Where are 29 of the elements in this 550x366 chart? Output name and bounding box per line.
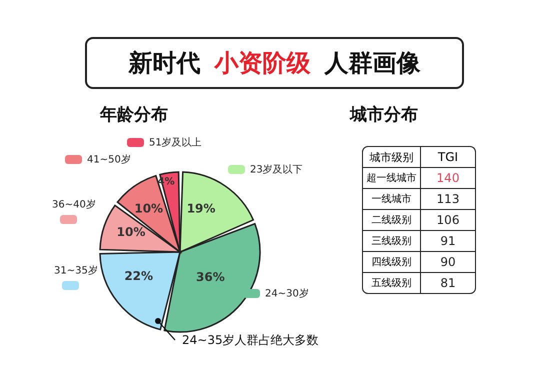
text: 城市分布: [350, 104, 419, 126]
data-label: 91: [421, 231, 475, 252]
chart-title: 新时代 小资阶级 人群画像: [128, 48, 420, 79]
category-label: 五线级别: [363, 273, 421, 293]
data-label: 36%: [196, 270, 225, 284]
data-label: 10%: [134, 202, 164, 216]
chart-subtitle: 年龄分布: [100, 104, 168, 126]
slice-label: 36~40岁: [52, 198, 96, 210]
text: TGI: [421, 147, 475, 168]
data-label: 113: [421, 189, 475, 210]
text: 城市级别: [363, 147, 421, 168]
slice-label: 31~35岁: [54, 264, 98, 276]
text: 24~35岁人群占绝大多数: [182, 332, 319, 349]
data-label: 106: [421, 210, 475, 231]
category-label: 四线级别: [363, 252, 421, 273]
data-label: 81: [439, 275, 457, 292]
legend-label: 51岁及以上: [149, 136, 202, 148]
category-label: 一线城市: [363, 189, 421, 210]
data-label: 140: [421, 168, 475, 189]
data-label: 22%: [124, 268, 154, 283]
legend-label: 24~30岁: [265, 288, 309, 300]
category-label: 二线级别: [363, 210, 421, 231]
data-label: 10%: [116, 225, 146, 240]
category-label: 超一线城市: [363, 168, 421, 189]
data-label: 90: [421, 252, 475, 273]
legend-label: 23岁及以下: [250, 164, 303, 176]
data-label: 19%: [186, 202, 216, 216]
category-label: 三线级别: [363, 231, 421, 252]
legend-label: 41~50岁: [87, 154, 131, 166]
